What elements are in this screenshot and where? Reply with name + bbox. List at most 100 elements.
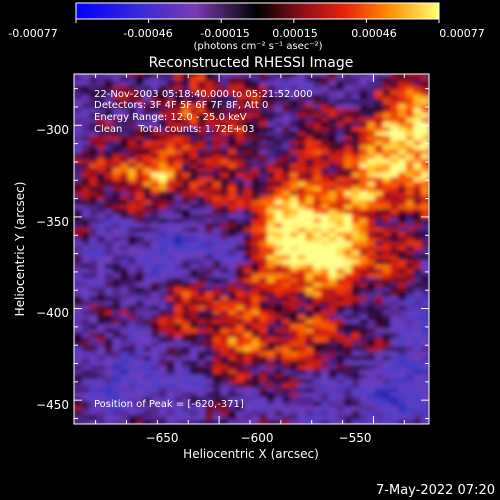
heatmap-cell	[344, 130, 353, 136]
heatmap-cell	[220, 410, 229, 416]
heatmap-cell	[336, 80, 345, 86]
heatmap-cell	[413, 217, 422, 224]
heatmap-cell	[135, 75, 145, 82]
heatmap-cell	[351, 222, 361, 228]
heatmap-cell	[112, 213, 121, 219]
heatmap-cell	[112, 336, 121, 343]
heatmap-cell	[97, 139, 106, 146]
heatmap-cell	[251, 103, 260, 109]
heatmap-cell	[112, 410, 121, 416]
heatmap-cell	[374, 245, 384, 251]
heatmap-cell	[228, 240, 237, 246]
heatmap-cell	[189, 387, 199, 393]
heatmap-cell	[120, 213, 129, 219]
heatmap-cell	[135, 130, 145, 136]
heatmap-cell	[259, 84, 268, 91]
heatmap-cell	[251, 350, 260, 356]
heatmap-cell	[344, 249, 353, 256]
heatmap-cell	[259, 231, 268, 237]
heatmap-cell	[367, 208, 376, 214]
heatmap-cell	[351, 300, 361, 306]
heatmap-cell	[74, 176, 83, 182]
heatmap-cell	[166, 304, 175, 311]
heatmap-cell	[274, 346, 283, 352]
heatmap-cell	[197, 190, 206, 196]
heatmap-cell	[89, 359, 98, 366]
heatmap-cell	[251, 144, 260, 150]
heatmap-cell	[405, 231, 415, 237]
heatmap-cell	[135, 245, 145, 251]
heatmap-cell	[320, 84, 330, 91]
heatmap-cell	[367, 80, 376, 86]
heatmap-cell	[251, 208, 260, 214]
heatmap-cell	[151, 231, 160, 237]
heatmap-cell	[382, 231, 392, 237]
heatmap-cell	[305, 341, 314, 347]
heatmap-cell	[259, 103, 268, 109]
heatmap-cell	[220, 162, 229, 169]
heatmap-cell	[120, 162, 129, 169]
heatmap-cell	[259, 332, 268, 338]
heatmap-cell	[197, 286, 206, 292]
heatmap-cell	[413, 103, 422, 109]
heatmap-cell	[344, 126, 353, 132]
heatmap-cell	[259, 419, 268, 424]
heatmap-cell	[135, 259, 145, 265]
heatmap-cell	[151, 401, 160, 407]
heatmap-cell	[81, 231, 91, 237]
heatmap-cell	[344, 144, 353, 150]
heatmap-cell	[205, 350, 214, 356]
heatmap-cell	[189, 167, 199, 173]
heatmap-cell	[81, 318, 91, 324]
heatmap-cell	[266, 378, 276, 384]
heatmap-cell	[382, 281, 392, 288]
heatmap-cell	[274, 350, 283, 356]
heatmap-cell	[266, 396, 276, 402]
heatmap-cell	[344, 291, 353, 297]
heatmap-cell	[243, 222, 253, 228]
heatmap-cell	[290, 74, 299, 77]
heatmap-cell	[205, 194, 214, 201]
heatmap-cell	[89, 254, 98, 260]
heatmap-cell	[405, 84, 415, 91]
heatmap-cell	[421, 304, 429, 311]
heatmap-cell	[220, 121, 229, 127]
heatmap-cell	[421, 153, 429, 159]
heatmap-cell	[344, 300, 353, 306]
heatmap-cell	[197, 332, 206, 338]
heatmap-cell	[205, 213, 214, 219]
heatmap-cell	[266, 89, 276, 95]
heatmap-cell	[282, 107, 291, 114]
heatmap-cell	[259, 318, 268, 324]
heatmap-cell	[413, 227, 422, 233]
heatmap-cell	[135, 314, 145, 320]
heatmap-cell	[97, 268, 106, 274]
heatmap-cell	[297, 75, 307, 82]
heatmap-cell	[313, 410, 322, 416]
heatmap-cell	[266, 401, 276, 407]
heatmap-cell	[398, 263, 407, 269]
heatmap-cell	[421, 396, 429, 402]
heatmap-cell	[189, 410, 199, 416]
heatmap-cell	[367, 112, 376, 118]
heatmap-cell	[390, 401, 399, 407]
heatmap-cell	[143, 332, 152, 338]
heatmap-cell	[228, 227, 237, 233]
heatmap-cell	[305, 185, 314, 191]
heatmap-cell	[166, 327, 175, 333]
heatmap-cell	[274, 336, 283, 343]
heatmap-cell	[297, 227, 307, 233]
heatmap-cell	[220, 190, 229, 196]
y-axis-label: Heliocentric Y (arcsec)	[13, 182, 27, 317]
heatmap-cell	[182, 185, 191, 191]
heatmap-cell	[151, 236, 160, 242]
heatmap-cell	[421, 144, 429, 150]
heatmap-cell	[413, 153, 422, 159]
heatmap-cell	[328, 263, 337, 269]
heatmap-cell	[104, 80, 114, 86]
heatmap-cell	[266, 176, 276, 182]
heatmap-cell	[89, 378, 98, 384]
heatmap-cell	[336, 172, 345, 178]
heatmap-cell	[328, 153, 337, 159]
heatmap-cell	[266, 144, 276, 150]
